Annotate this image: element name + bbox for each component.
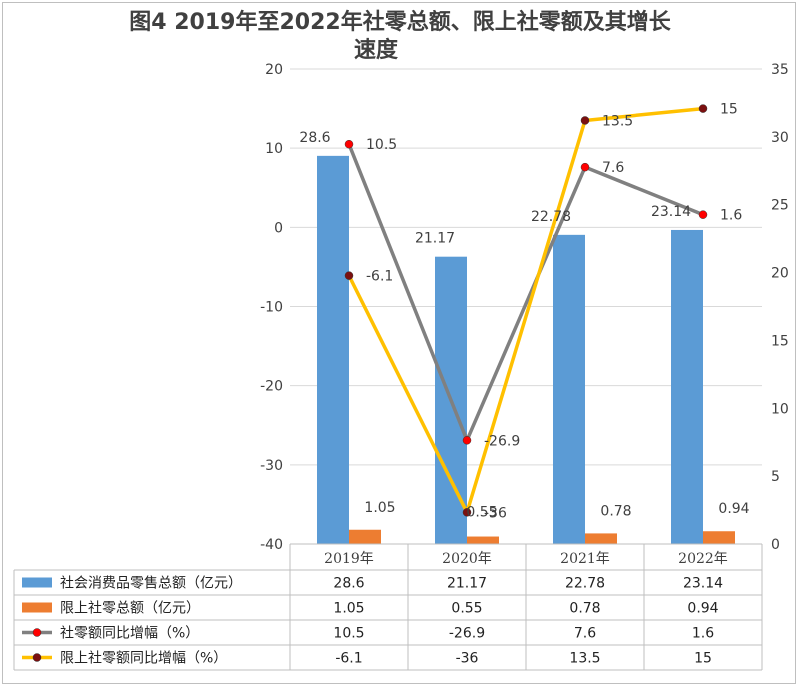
bar-data-label: 23.14 [651,204,691,220]
table-cell: 22.78 [565,576,605,592]
y-left-tick-label: -20 [260,379,283,395]
x-tick-label: 2022年 [678,551,728,567]
line-data-label: 10.5 [366,137,397,153]
line-marker [344,139,354,149]
line-data-label: 7.6 [602,160,624,176]
legend-series-name: 限上社零额同比增幅（%） [60,651,227,667]
y-right-tick-label: 30 [771,130,789,146]
x-tick-label: 2019年 [324,551,374,567]
bar-data-label: 1.05 [364,500,395,516]
table-cell: 23.14 [683,576,723,592]
bar-data-label: 0.55 [466,505,497,521]
legend-series-name: 社零额同比增幅（%） [60,626,199,642]
chart-title-line2: 速度 [353,38,398,63]
bar-data-label: 28.6 [299,130,330,146]
table-cell: 28.6 [333,576,364,592]
table-cell: -6.1 [335,651,362,667]
table-cell: 7.6 [574,626,596,642]
y-right-tick-label: 0 [771,537,780,553]
y-right-tick-label: 20 [771,266,789,282]
legend-series-name: 限上社零总额（亿元） [60,601,200,617]
bar [349,529,381,544]
x-tick-label: 2021年 [560,551,610,567]
table-cell: 1.6 [692,626,714,642]
bar-data-label: 0.94 [718,501,749,517]
chart-title-line1: 图4 2019年至2022年社零总额、限上社零额及其增长 [129,10,671,35]
y-right-tick-label: 25 [771,198,789,214]
line-data-label: -36 [484,505,507,521]
bar [671,229,703,544]
y-left-tick-label: 20 [265,62,283,78]
bar-data-label: 0.78 [600,503,631,519]
bar [553,234,585,545]
bar [467,536,499,544]
bar-data-label: 22.78 [531,209,571,225]
series-line [347,106,704,515]
y-right-tick-label: 5 [771,469,780,485]
y-left-tick-label: -40 [260,537,283,553]
line-marker [580,116,590,125]
bar [703,531,735,544]
line-marker [344,271,354,280]
y-left-tick-label: -10 [260,300,283,316]
legend-series-name: 社会消费品零售总额（亿元） [60,576,242,592]
table-cell: 1.05 [333,601,364,617]
line-data-label: 1.6 [720,208,742,224]
line-marker [462,508,472,517]
legend-key-marker [32,653,42,662]
table-cell: -36 [456,651,479,667]
line-data-label: -6.1 [366,269,393,285]
y-left-tick-label: -30 [260,458,283,474]
table-cell: 13.5 [569,651,600,667]
x-tick-label: 2020年 [442,551,492,567]
table-cell: 0.55 [451,601,482,617]
bar-data-label: 21.17 [415,231,455,247]
line-marker [698,104,708,113]
bar [317,155,349,544]
y-right-tick-label: 10 [771,401,789,417]
line-marker [698,210,708,219]
table-cell: 15 [694,651,712,667]
y-right-tick-label: 15 [771,333,789,349]
y-right-tick-label: 35 [771,62,789,78]
bar [585,533,617,544]
line-marker [580,162,590,172]
legend-key-marker [32,628,42,637]
legend-key-bar [22,602,52,613]
legend-key-bar [22,577,52,588]
table-cell: 0.78 [569,601,600,617]
y-left-tick-label: 10 [265,141,283,157]
table-cell: 21.17 [447,576,487,592]
y-left-tick-label: 0 [274,220,283,236]
line-data-label: -26.9 [484,433,520,449]
table-cell: 10.5 [333,626,364,642]
table-cell: -26.9 [449,626,485,642]
line-data-label: 13.5 [602,113,633,129]
series-line [347,143,704,443]
line-data-label: 15 [720,102,738,118]
table-cell: 0.94 [687,601,718,617]
line-marker [462,436,472,445]
